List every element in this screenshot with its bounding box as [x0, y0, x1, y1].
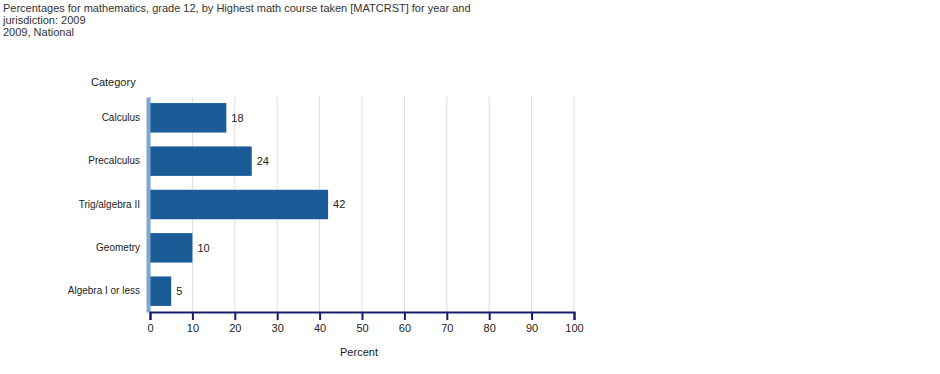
x-tick-label: 50 [356, 322, 368, 334]
data-label: 10 [197, 242, 209, 254]
x-tick: 70 [441, 312, 453, 334]
grid-line [446, 97, 447, 312]
bar [150, 103, 226, 132]
x-tick-mark [362, 312, 364, 320]
x-tick-mark [531, 312, 533, 320]
x-axis-title: Percent [340, 346, 378, 358]
x-axis-line [151, 313, 575, 321]
grid-line [362, 97, 363, 312]
x-tick: 0 [147, 312, 153, 334]
bar [150, 190, 328, 219]
x-tick: 20 [229, 312, 241, 334]
y-tick: Calculus [102, 112, 140, 123]
x-tick-label: 30 [272, 322, 284, 334]
y-tick-label: Geometry [96, 242, 140, 253]
x-tick-label: 40 [314, 322, 326, 334]
y-axis: Calculus Precalculus Trig/algebra II Geomet… [68, 98, 149, 313]
x-tick-label: 20 [229, 322, 241, 334]
x-tick: 60 [399, 312, 411, 334]
x-tick-mark [277, 312, 279, 320]
subtitle: 2009, National [3, 26, 74, 38]
y-tick: Precalculus [88, 155, 140, 166]
chart: Percentages for mathematics, grade 12, b… [0, 0, 940, 374]
x-tick-label: 100 [565, 322, 583, 334]
grid-line [531, 97, 532, 312]
y-axis-line [147, 98, 151, 313]
x-tick: 100 [565, 312, 583, 334]
x-tick-mark [404, 312, 406, 320]
x-tick: 10 [187, 312, 199, 334]
x-tick-label: 80 [484, 322, 496, 334]
x-tick-label: 60 [399, 322, 411, 334]
x-tick-label: 0 [147, 322, 153, 334]
y-tick-label: Precalculus [88, 155, 140, 166]
x-tick: 50 [356, 312, 368, 334]
x-tick-mark [319, 312, 321, 320]
x-tick-mark [489, 312, 491, 320]
grid [150, 97, 574, 312]
x-tick: 90 [526, 312, 538, 334]
bar [150, 233, 192, 262]
x-tick-mark [192, 312, 194, 320]
x-tick-mark [234, 312, 236, 320]
x-tick-label: 70 [441, 322, 453, 334]
data-labels: 18 24 42 10 5 [176, 112, 345, 297]
y-tick: Algebra I or less [68, 285, 140, 296]
x-tick: 30 [272, 312, 284, 334]
title: Percentages for mathematics, grade 12, b… [2, 2, 471, 26]
x-tick-label: 10 [187, 322, 199, 334]
y-tick-label: Algebra I or less [68, 285, 140, 296]
data-label: 18 [231, 112, 243, 124]
x-tick: 40 [314, 312, 326, 334]
y-axis-title: Category [91, 76, 136, 88]
bars [150, 103, 328, 306]
y-tick: Geometry [96, 242, 140, 253]
grid-line [404, 97, 405, 312]
y-tick-label: Calculus [102, 112, 140, 123]
x-tick-mark [150, 312, 152, 320]
data-label: 5 [176, 285, 182, 297]
grid-line [574, 97, 575, 312]
y-tick-label: Trig/algebra II [79, 199, 140, 210]
grid-line [150, 97, 151, 312]
x-axis: 0 10 20 30 40 50 60 70 80 90 100 [147, 312, 583, 334]
data-label: 42 [333, 198, 345, 210]
x-tick-label: 90 [526, 322, 538, 334]
x-tick-mark [574, 312, 576, 320]
y-tick: Trig/algebra II [79, 199, 140, 210]
x-tick-mark [446, 312, 448, 320]
bar [150, 146, 252, 175]
grid-line [489, 97, 490, 312]
x-tick: 80 [484, 312, 496, 334]
bar [150, 276, 171, 305]
data-label: 24 [257, 155, 269, 167]
